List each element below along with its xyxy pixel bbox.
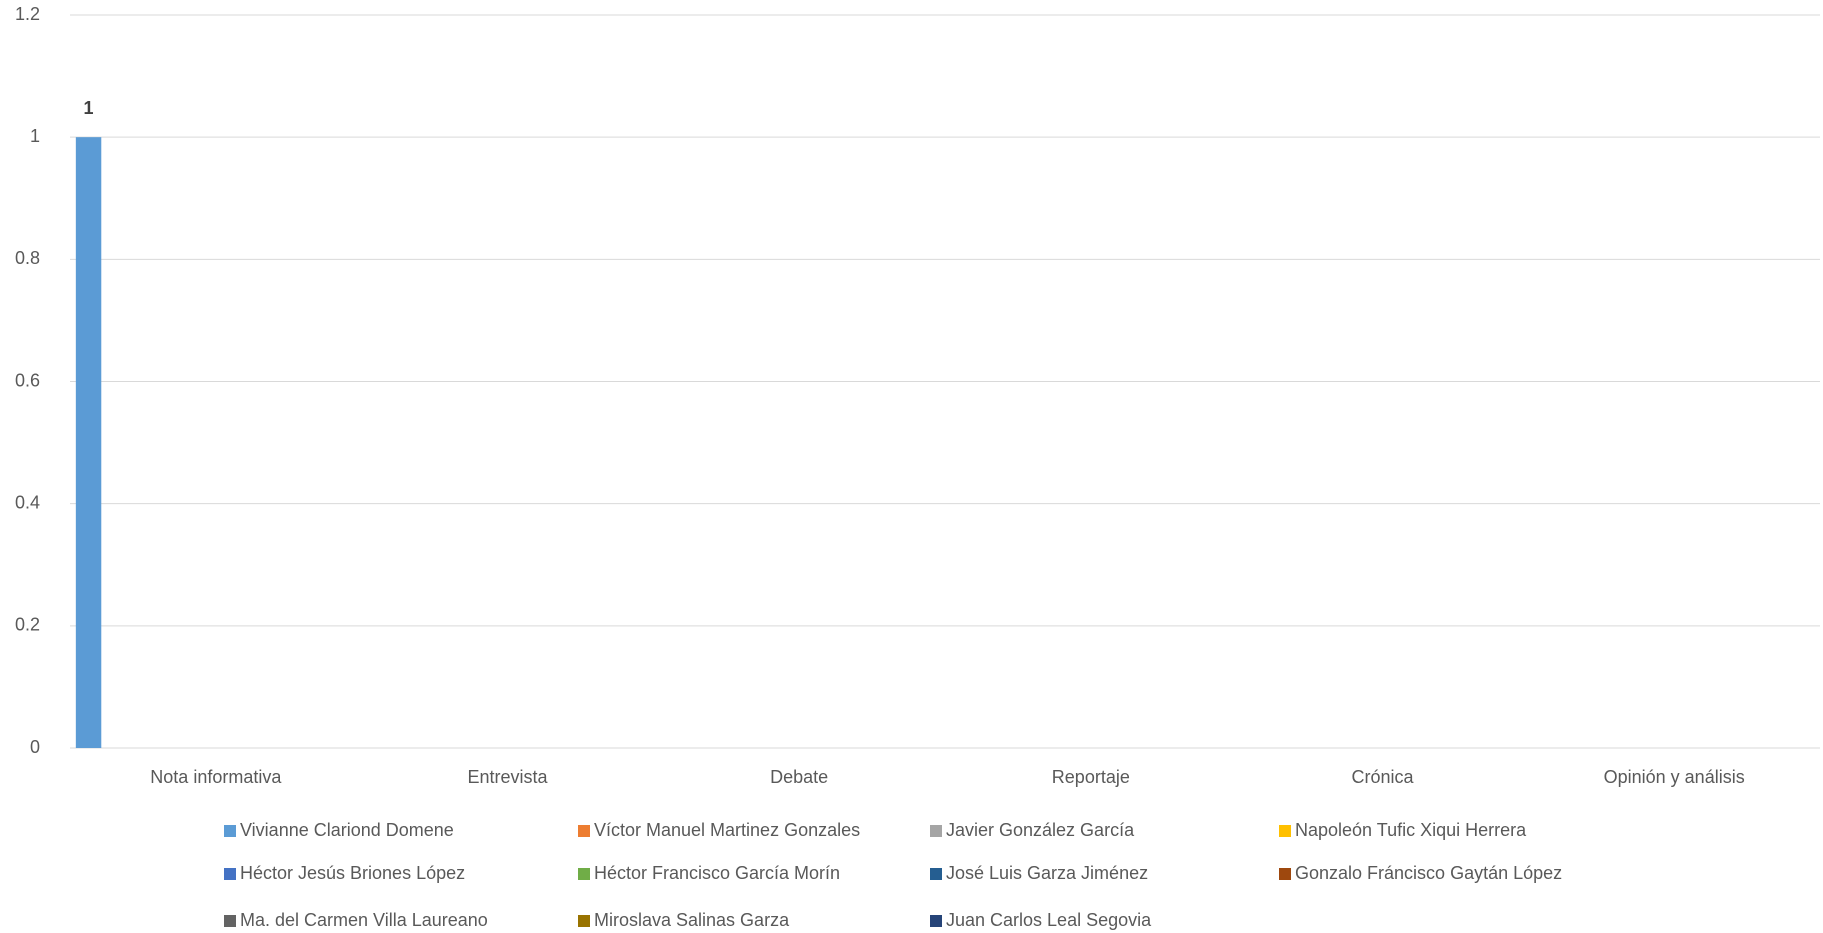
y-tick-label: 0 xyxy=(30,737,40,757)
legend-swatch xyxy=(578,825,590,837)
legend-label: José Luis Garza Jiménez xyxy=(946,863,1148,883)
y-tick-label: 1.2 xyxy=(15,4,40,24)
y-tick-label: 0.8 xyxy=(15,248,40,268)
legend-label: Ma. del Carmen Villa Laureano xyxy=(240,910,488,930)
legend-label: Juan Carlos Leal Segovia xyxy=(946,910,1152,930)
x-tick-label: Nota informativa xyxy=(150,767,282,787)
legend-label: Napoleón Tufic Xiqui Herrera xyxy=(1295,820,1527,840)
legend-swatch xyxy=(224,915,236,927)
legend-label: Héctor Francisco García Morín xyxy=(594,863,840,883)
x-tick-label: Debate xyxy=(770,767,828,787)
y-tick-label: 0.4 xyxy=(15,492,40,512)
legend-label: Miroslava Salinas Garza xyxy=(594,910,790,930)
legend-swatch xyxy=(578,915,590,927)
x-tick-label: Crónica xyxy=(1351,767,1414,787)
legend-swatch xyxy=(224,868,236,880)
y-tick-label: 0.2 xyxy=(15,615,40,635)
y-tick-label: 1 xyxy=(30,126,40,146)
legend-swatch xyxy=(930,915,942,927)
legend-swatch xyxy=(578,868,590,880)
legend-label: Javier González García xyxy=(946,820,1135,840)
legend-swatch xyxy=(1279,868,1291,880)
x-tick-label: Reportaje xyxy=(1052,767,1130,787)
legend-label: Vivianne Clariond Domene xyxy=(240,820,454,840)
y-tick-label: 0.6 xyxy=(15,370,40,390)
x-tick-label: Entrevista xyxy=(467,767,548,787)
data-label: 1 xyxy=(84,98,94,118)
legend-swatch xyxy=(1279,825,1291,837)
legend-swatch xyxy=(930,868,942,880)
x-tick-label: Opinión y análisis xyxy=(1604,767,1745,787)
legend-label: Héctor Jesús Briones López xyxy=(240,863,465,883)
legend-swatch xyxy=(930,825,942,837)
legend-label: Gonzalo Fráncisco Gaytán López xyxy=(1295,863,1562,883)
legend-label: Víctor Manuel Martinez Gonzales xyxy=(594,820,860,840)
bar xyxy=(75,137,102,748)
legend-swatch xyxy=(224,825,236,837)
